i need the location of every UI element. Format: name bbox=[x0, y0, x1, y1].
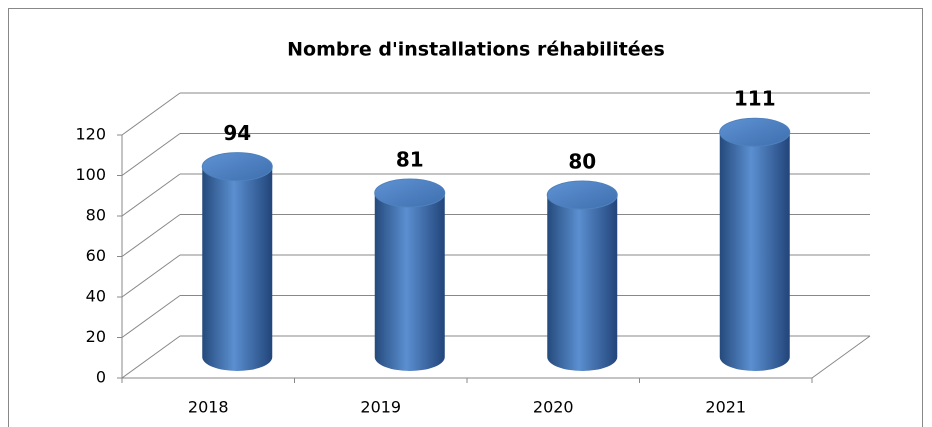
chart-title: Nombre d'installations réhabilitées bbox=[287, 39, 665, 61]
floor-right bbox=[811, 335, 871, 379]
y-tick-label: 100 bbox=[75, 165, 106, 184]
bar-top bbox=[719, 117, 791, 147]
x-tick-label: 2020 bbox=[533, 398, 574, 417]
y-tick-label: 60 bbox=[86, 246, 106, 265]
value-label: 111 bbox=[734, 87, 776, 111]
bar-top bbox=[546, 180, 618, 210]
bar bbox=[202, 166, 273, 372]
x-tick-label: 2019 bbox=[360, 398, 401, 417]
grid-diagonal bbox=[121, 133, 181, 176]
y-tick-label: 0 bbox=[96, 368, 106, 387]
y-tick-label: 120 bbox=[75, 125, 106, 144]
bar-top bbox=[201, 152, 273, 182]
x-tick-label: 2018 bbox=[188, 398, 229, 417]
bar bbox=[719, 132, 790, 372]
grid-diagonal bbox=[121, 92, 181, 136]
grid-diagonal bbox=[121, 173, 181, 217]
grid-diagonal bbox=[121, 335, 181, 379]
grid-diagonal bbox=[121, 254, 181, 298]
value-label: 80 bbox=[568, 150, 596, 174]
value-label: 94 bbox=[223, 121, 251, 145]
bar-top bbox=[374, 178, 446, 208]
grid-diagonal bbox=[121, 214, 181, 257]
value-label: 81 bbox=[396, 147, 424, 171]
y-tick-label: 40 bbox=[86, 287, 106, 306]
y-tick-label: 20 bbox=[86, 327, 106, 346]
grid-diagonal bbox=[121, 295, 181, 338]
bar bbox=[547, 195, 618, 371]
y-tick-label: 80 bbox=[86, 206, 106, 225]
bar bbox=[374, 192, 445, 372]
x-tick-label: 2021 bbox=[705, 398, 746, 417]
